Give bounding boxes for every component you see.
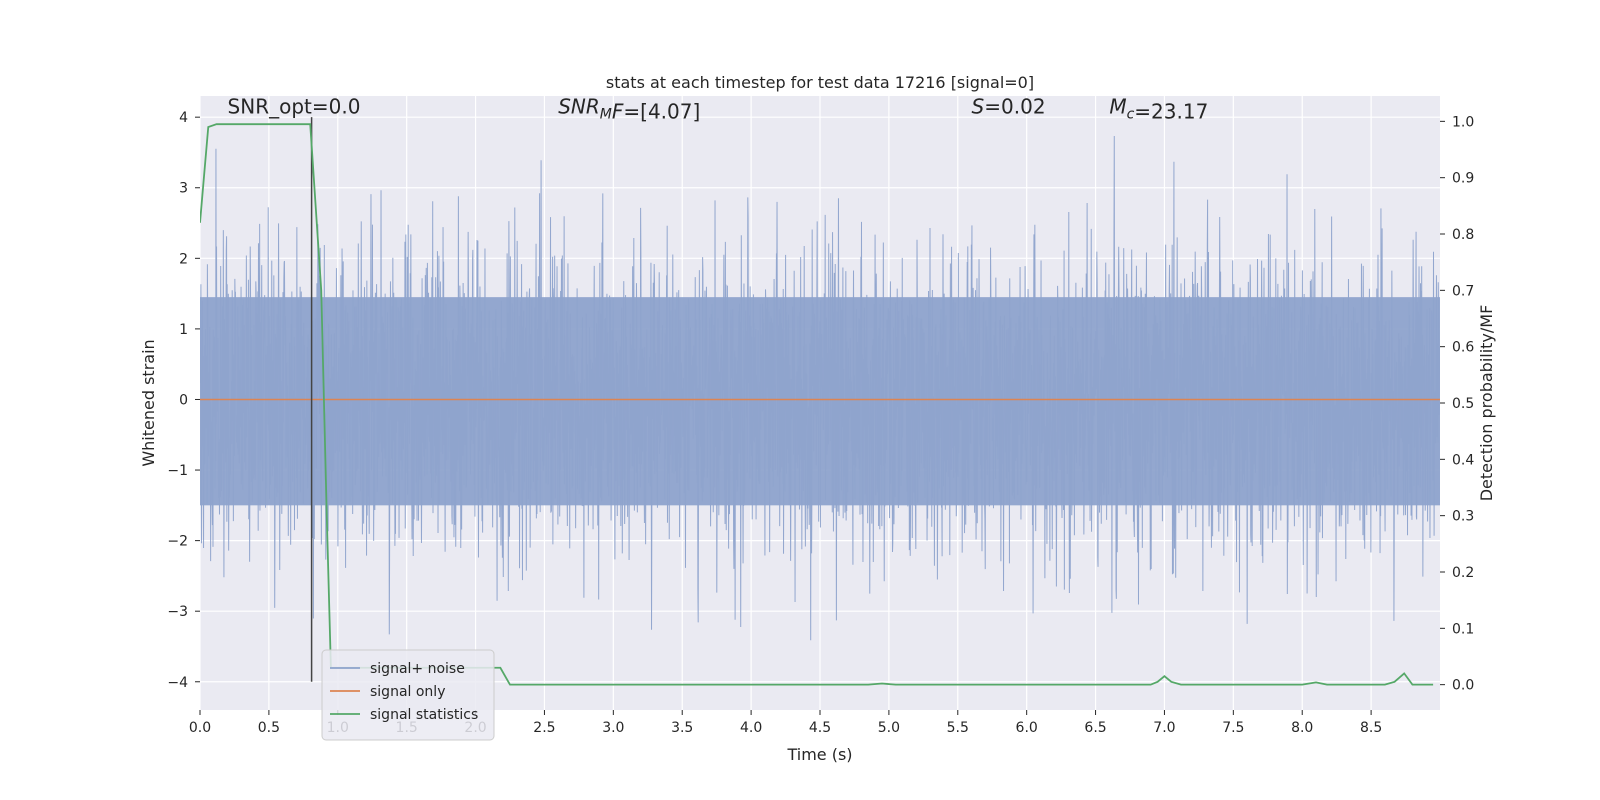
x-tick-label: 8.0 — [1291, 720, 1313, 736]
legend-label: signal+ noise — [370, 661, 465, 677]
y-tick-label: 2 — [179, 251, 188, 267]
x-tick-label: 5.5 — [947, 720, 969, 736]
y-tick-label: −1 — [167, 463, 188, 479]
y2-tick-label: 0.0 — [1452, 678, 1474, 694]
x-tick-label: 3.5 — [671, 720, 693, 736]
y2-axis: 0.0 0.1 0.2 0.3 0.4 0.5 0.6 0.7 0.8 0.9 1.0 — [1440, 114, 1474, 694]
x-tick-label: 5.0 — [878, 720, 900, 736]
x-tick-label: 8.5 — [1360, 720, 1382, 736]
y-tick-label: −2 — [167, 534, 188, 550]
y-axis: −4 −3 −2 −1 0 1 2 3 4 — [167, 110, 200, 691]
legend: signal+ noise signal only signal statistic… — [321, 649, 495, 741]
x-axis-label: Time (s) — [786, 745, 852, 764]
y2-tick-label: 0.4 — [1452, 452, 1474, 468]
y-tick-label: 4 — [179, 110, 188, 126]
y2-tick-label: 0.8 — [1452, 227, 1474, 243]
x-tick-label: 6.5 — [1084, 720, 1106, 736]
annotation-text: SNRMF=[4.07] — [558, 95, 700, 124]
y2-tick-label: 0.3 — [1452, 509, 1474, 525]
x-tick-label: 0.0 — [189, 720, 211, 736]
y2-tick-label: 1.0 — [1452, 114, 1474, 130]
y2-tick-label: 0.6 — [1452, 340, 1474, 356]
y-tick-label: 1 — [179, 322, 188, 338]
legend-box — [321, 649, 495, 741]
x-tick-label: 4.0 — [740, 720, 762, 736]
y2-axis-label: Detection probability/MF — [1477, 305, 1496, 502]
chart-title: stats at each timestep for test data 172… — [606, 73, 1034, 92]
x-tick-label: 0.5 — [258, 720, 280, 736]
annotations: SNR_opt=0.0 SNRMF=[4.07] S=0.02 Mc=23.17 — [228, 95, 1209, 124]
annotation-text: S=0.02 — [972, 95, 1046, 119]
legend-label: signal only — [370, 684, 445, 700]
y-tick-label: 3 — [179, 181, 188, 197]
plot-area — [200, 117, 1440, 686]
y-tick-label: 0 — [179, 392, 188, 408]
annotation-text: SNR_opt=0.0 — [228, 95, 361, 119]
y-axis-label: Whitened strain — [139, 339, 158, 466]
y2-tick-label: 0.9 — [1452, 171, 1474, 187]
series-line-signal-statistics — [200, 123, 1434, 686]
y2-tick-label: 0.1 — [1452, 621, 1474, 637]
x-axis: 0.00.51.01.52.02.53.03.54.04.55.05.56.06… — [189, 710, 1382, 736]
x-tick-label: 7.0 — [1153, 720, 1175, 736]
x-tick-label: 2.5 — [533, 720, 555, 736]
noise-core-band — [200, 297, 1440, 506]
y-tick-label: −4 — [167, 675, 188, 691]
y2-tick-label: 0.2 — [1452, 565, 1474, 581]
annotation-text: Mc=23.17 — [1109, 95, 1208, 124]
legend-label: signal statistics — [370, 707, 478, 723]
y-tick-label: −3 — [167, 604, 188, 620]
x-tick-label: 7.5 — [1222, 720, 1244, 736]
y2-tick-label: 0.7 — [1452, 283, 1474, 299]
x-tick-label: 3.0 — [602, 720, 624, 736]
x-tick-label: 6.0 — [1016, 720, 1038, 736]
x-tick-label: 4.5 — [809, 720, 831, 736]
y2-tick-label: 0.5 — [1452, 396, 1474, 412]
